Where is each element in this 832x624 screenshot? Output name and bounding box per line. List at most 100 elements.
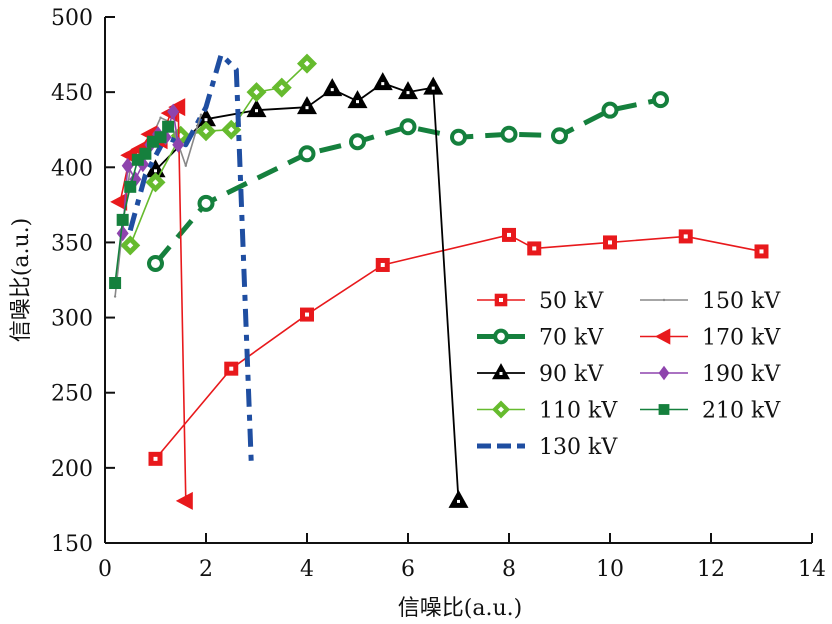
- legend-label-170-kv: 170 kV: [702, 326, 781, 351]
- data-point-90-kv: [246, 99, 267, 118]
- y-tick-label: 300: [51, 307, 93, 332]
- legend-item-50-kv: 50 kV: [477, 289, 604, 314]
- data-point-90-kv: [448, 489, 469, 508]
- series-line-50-kv: [154, 234, 762, 460]
- legend-marker-190-kv: [658, 365, 670, 381]
- legend-item-170-kv: 170 kV: [640, 326, 781, 351]
- data-point-170-kv: [110, 192, 128, 211]
- data-point-90-kv-center: [330, 88, 334, 92]
- legend-marker-110-kv-center: [498, 406, 504, 413]
- series-line-90-kv: [154, 82, 460, 501]
- legend-item-110-kv: 110 kV: [477, 399, 618, 424]
- legend-label-70-kv: 70 kV: [539, 326, 604, 351]
- legend-label-150-kv: 150 kV: [702, 289, 781, 314]
- data-point-70-kv: [298, 145, 316, 163]
- data-point-50-kv-center: [305, 312, 309, 317]
- data-point-190-kv: [121, 157, 134, 174]
- data-point-190-kv: [116, 225, 129, 242]
- data-point-110-kv-center: [228, 126, 235, 133]
- legend-label-190-kv: 190 kV: [702, 362, 781, 387]
- data-point-210-kv: [162, 120, 175, 133]
- data-point-210-kv: [124, 180, 137, 193]
- data-point-90-kv: [322, 78, 343, 97]
- x-axis-title: 信噪比(a.u.): [398, 596, 522, 621]
- x-tick-label: 10: [596, 557, 624, 582]
- legend-item-90-kv: 90 kV: [477, 362, 604, 387]
- data-point-150-kv: [159, 116, 162, 119]
- legend-item-70-kv: 70 kV: [477, 326, 604, 351]
- y-tick-label: 500: [51, 6, 93, 31]
- data-point-210-kv: [109, 277, 122, 290]
- data-point-70-kv: [500, 125, 518, 143]
- legend-marker-90-kv: [492, 363, 510, 380]
- y-tick-label: 200: [51, 457, 93, 482]
- data-point-70-kv: [601, 101, 619, 119]
- series-170-kv: [110, 98, 193, 510]
- legend-item-210-kv: 210 kV: [640, 399, 781, 424]
- data-point-50-kv-center: [683, 234, 688, 239]
- y-tick-label: 400: [51, 156, 93, 181]
- data-point-90-kv: [398, 81, 418, 100]
- y-tick-label: 350: [51, 231, 93, 256]
- data-point-210-kv: [154, 131, 167, 144]
- series-50-kv: [148, 227, 769, 466]
- data-point-90-kv: [347, 90, 368, 109]
- legend-marker-70-kv: [493, 328, 509, 345]
- data-point-50-kv-center: [153, 456, 158, 461]
- series-210-kv: [109, 120, 175, 290]
- data-point-90-kv-center: [204, 118, 208, 122]
- data-point-210-kv: [139, 147, 152, 160]
- legend-marker-90-kv-center: [499, 372, 503, 375]
- data-point-70-kv: [197, 194, 215, 212]
- legend-label-130-kv: 130 kV: [539, 435, 618, 460]
- data-point-90-kv-center: [406, 91, 410, 95]
- legend-item-190-kv: 190 kV: [640, 362, 781, 387]
- data-point-110-kv-center: [278, 84, 285, 91]
- x-tick-label: 12: [697, 557, 725, 582]
- legend-label-50-kv: 50 kV: [539, 289, 604, 314]
- series-line-70-kv: [153, 97, 662, 266]
- data-point-50-kv-center: [759, 249, 764, 254]
- data-point-150-kv: [184, 164, 187, 167]
- y-tick-label: 150: [51, 532, 93, 557]
- series-70-kv: [147, 91, 669, 272]
- legend-label-110-kv: 110 kV: [539, 399, 618, 424]
- data-point-90-kv: [423, 76, 444, 95]
- data-point-170-kv: [168, 98, 186, 117]
- data-point-50-kv-center: [380, 262, 385, 267]
- data-point-110-kv-center: [304, 60, 310, 67]
- data-point-90-kv: [372, 72, 393, 91]
- axes: [104, 17, 812, 544]
- y-tick-label: 250: [51, 382, 93, 407]
- data-point-110-kv-center: [203, 128, 209, 135]
- x-tick-label: 0: [98, 557, 112, 582]
- y-tick-label: 450: [51, 81, 93, 106]
- data-point-170-kv: [175, 491, 193, 510]
- x-tick-label: 2: [199, 557, 213, 582]
- data-point-70-kv: [652, 91, 669, 109]
- legend-marker-150-kv: [662, 298, 666, 302]
- x-tick-label: 4: [300, 557, 314, 582]
- data-point-90-kv: [297, 96, 317, 115]
- data-point-90-kv-center: [255, 109, 258, 113]
- data-point-150-kv: [113, 295, 117, 298]
- legend-marker-170-kv: [655, 328, 671, 345]
- data-point-50-kv-center: [532, 246, 537, 251]
- x-tick-label: 8: [502, 557, 516, 582]
- data-point-110-kv-center: [253, 89, 260, 96]
- data-point-190-kv: [167, 103, 180, 120]
- ticks: 0 2 4 6 8 10 12 14 150 200 250 300 350 400 450 500: [51, 6, 826, 582]
- legend-label-90-kv: 90 kV: [539, 362, 604, 387]
- data-point-110-kv-center: [152, 179, 159, 186]
- data-point-90-kv-center: [154, 169, 157, 173]
- legend: 50 kV 70 kV 90 kV 110 kV 130 kV 150 kV 170 kV 1…: [477, 289, 781, 460]
- legend-item-150-kv: 150 kV: [640, 289, 781, 314]
- data-point-50-kv-center: [507, 232, 511, 237]
- legend-marker-50-kv-center: [499, 298, 503, 302]
- data-point-50-kv-center: [608, 240, 612, 245]
- data-point-50-kv-center: [229, 366, 234, 371]
- legend-item-130-kv: 130 kV: [477, 435, 618, 460]
- data-point-190-kv: [172, 136, 185, 153]
- x-tick-label: 14: [798, 557, 826, 582]
